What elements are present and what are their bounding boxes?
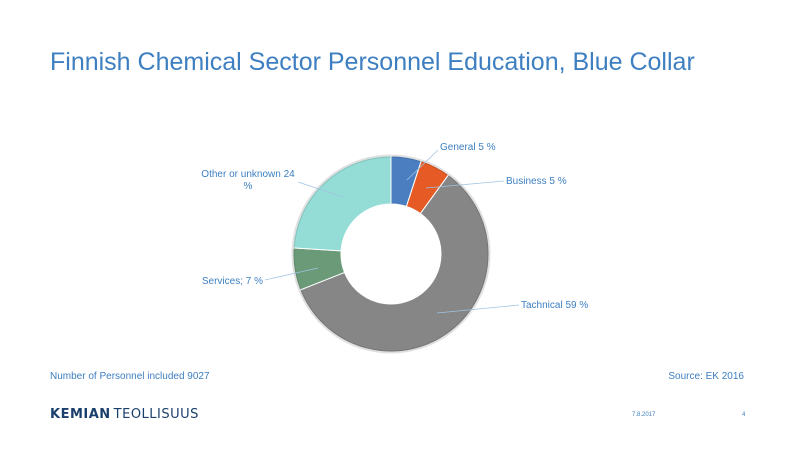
data-label: Services; 7 % [202,276,263,287]
data-label: Other or unknown 24% [201,169,295,192]
slice-other-or-unknown [292,155,392,252]
slide-date: 7.8.2017 [632,412,656,418]
data-label: Business 5 % [506,176,567,187]
leader-line [297,181,344,198]
slice-edge [291,247,302,291]
data-label: General 5 % [440,142,496,153]
page-number: 4 [742,412,746,418]
company-logo: KEMIAN TEOLLISUUS [50,407,199,422]
logo-regular-text: TEOLLISUUS [113,407,199,422]
leader-line [425,180,505,189]
leader-line [264,267,319,281]
data-label: Tachnical 59 % [521,300,588,311]
slide-title: Finnish Chemical Sector Personnel Educat… [50,48,695,76]
source-note: Source: EK 2016 [668,371,744,382]
logo-bold-text: KEMIAN [50,407,111,422]
slice-edge [291,154,392,248]
slice-edge [298,173,491,354]
personnel-count-note: Number of Personnel included 9027 [50,371,210,382]
slice-tachnical [299,174,490,353]
leader-line [406,149,439,181]
leader-line [436,304,520,314]
